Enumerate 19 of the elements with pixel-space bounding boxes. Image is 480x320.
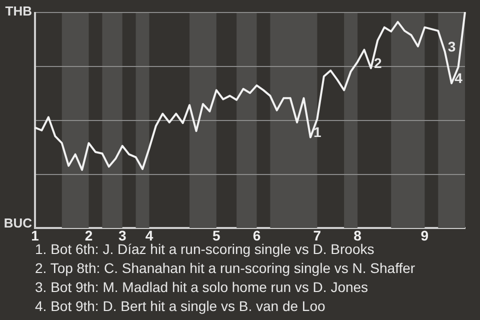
annotation: 2	[374, 55, 382, 72]
annotation: 4	[454, 70, 463, 86]
x-tick-label: 7	[313, 227, 322, 244]
text: THB	[5, 4, 32, 19]
text: 3. Bot 9th: M. Madlad hit a solo home run vs D. Jones	[35, 278, 370, 297]
x-tick-label: 3	[118, 227, 126, 244]
text: 1. Bot 6th: J. Díaz hit a run-scoring single vs D. Brooks	[35, 241, 376, 259]
text: 4. Bot 9th: D. Bert hit a single vs B. van de Loo	[35, 297, 326, 316]
text: 2. Top 8th: C. Shanahan hit a run-scoring single vs N. Shaffer	[35, 259, 416, 278]
x-tick-label: 2	[84, 227, 93, 244]
annotation: 3	[448, 38, 456, 54]
x-tick-label: 9	[420, 227, 429, 244]
text: BUC	[4, 216, 33, 231]
x-tick-label: 1	[31, 227, 40, 244]
x-tick-label: 6	[252, 227, 261, 244]
annotation: 1	[313, 124, 322, 140]
x-tick-label: 5	[212, 227, 221, 244]
x-tick-label: 4	[145, 227, 154, 244]
x-tick-label: 8	[354, 227, 362, 244]
